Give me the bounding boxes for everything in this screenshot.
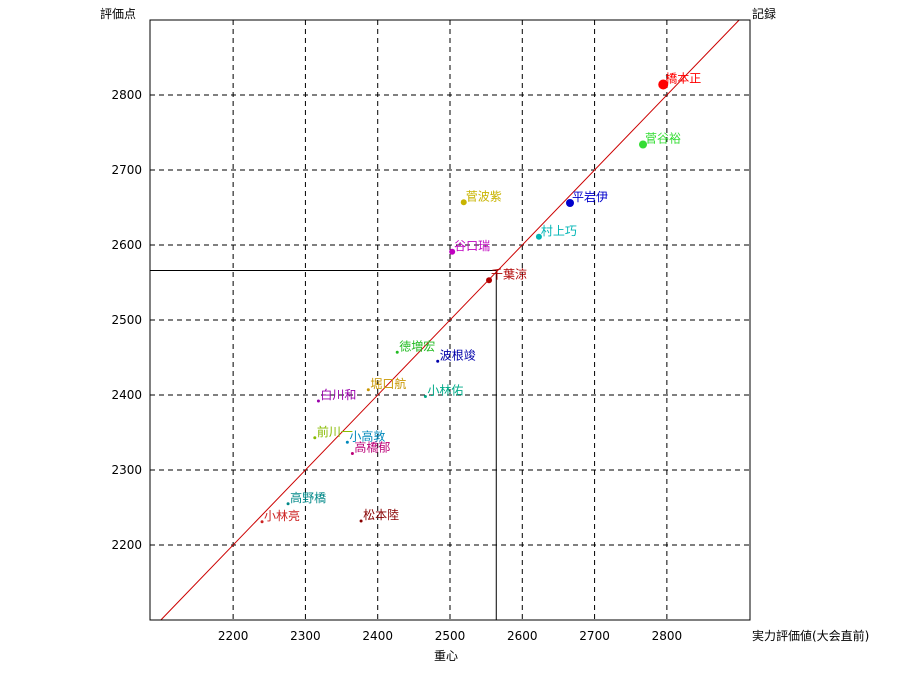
y-tick-label: 2400 <box>111 388 142 402</box>
x-tick-label: 2600 <box>507 629 538 643</box>
data-point <box>486 277 493 284</box>
data-point <box>395 350 399 354</box>
y-axis-label: 評価点 <box>100 6 136 21</box>
data-point <box>366 388 370 392</box>
data-point <box>566 199 574 207</box>
y-tick-label: 2500 <box>111 313 142 327</box>
data-point-label: 村上巧 <box>541 224 577 238</box>
data-point <box>260 520 264 524</box>
data-point <box>313 436 317 440</box>
diagonal-y-equals-x <box>160 19 740 621</box>
y-tick-label: 2700 <box>111 163 142 177</box>
data-point-label: 菅谷裕 <box>645 131 681 146</box>
x-tick-label: 2800 <box>652 629 683 643</box>
data-point-label: 谷口瑞 <box>454 239 490 253</box>
data-point-label: 堀口航 <box>370 376 406 391</box>
data-point-label: 前川一 <box>317 424 353 439</box>
data-point-label: 菅波紫 <box>466 189 502 203</box>
x-tick-label: 2300 <box>290 629 321 643</box>
data-point-label: 平岩伊 <box>572 189 608 204</box>
y-tick-label: 2300 <box>111 463 142 477</box>
data-point-label: 松本陸 <box>363 508 399 522</box>
plot-frame <box>149 19 751 621</box>
data-point-label: 徳増宏 <box>399 338 435 353</box>
data-point <box>449 248 456 255</box>
data-point <box>359 519 363 523</box>
x-tick-label: 2700 <box>579 629 610 643</box>
data-point <box>350 452 354 455</box>
data-point <box>345 440 349 444</box>
bottom-right-label: 実力評価値(大会直前) <box>752 628 869 643</box>
diagonal-line <box>160 19 740 621</box>
x-axis-label: 重心 <box>434 649 458 663</box>
x-tick-label: 2500 <box>435 629 466 643</box>
data-point-label: 小林佑 <box>427 384 463 398</box>
top-right-label: 記録 <box>752 6 776 21</box>
data-point <box>639 140 648 149</box>
data-point <box>316 399 320 403</box>
reference-lines <box>150 270 497 620</box>
data-point-label: 小林亮 <box>264 508 300 523</box>
data-point <box>436 359 440 363</box>
data-point-label: 波根竣 <box>440 347 476 362</box>
data-point-label: 小高敦 <box>349 428 385 443</box>
data-points <box>260 79 669 524</box>
data-point-label: 高橋郁 <box>354 440 390 455</box>
data-point-label: 橋本正 <box>665 72 701 86</box>
data-point-label: 高野橋 <box>290 490 326 505</box>
y-tick-label: 2200 <box>111 538 142 552</box>
data-point <box>460 199 467 206</box>
x-tick-label: 2200 <box>218 629 249 643</box>
data-point-label: 白川和 <box>320 387 356 402</box>
x-tick-label: 2400 <box>362 629 393 643</box>
data-point <box>658 79 669 90</box>
y-tick-label: 2600 <box>111 238 142 252</box>
y-tick-label: 2800 <box>111 88 142 102</box>
data-point <box>535 233 542 240</box>
data-point-label: 千葉涼 <box>491 266 527 281</box>
data-point <box>423 395 427 398</box>
axis-ticks: 2200 2300 2400 2500 2600 2700 2800 2200 2300 2400… <box>111 88 682 643</box>
data-point <box>286 502 290 506</box>
